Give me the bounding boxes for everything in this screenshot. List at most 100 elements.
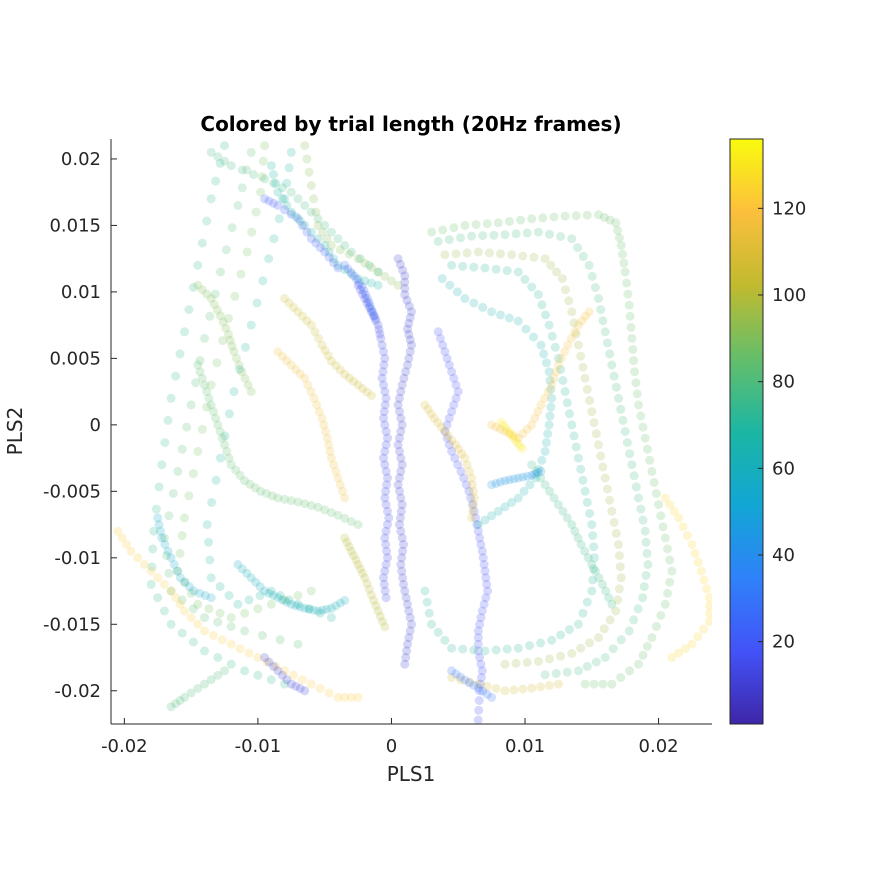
scatter-point [587,271,597,281]
scatter-point [237,165,247,175]
scatter-point [225,335,235,345]
scatter-point [471,513,481,523]
scatter-point [633,604,643,614]
scatter-point [360,258,370,268]
scatter-point [180,577,189,587]
scatter-point [634,659,643,669]
scatter-point [353,560,363,569]
y-tick-label: 0.02 [61,149,101,170]
scatter-point [240,626,250,636]
scatter-point [264,196,274,206]
scatter-point [543,387,553,397]
scatter-point [396,387,406,397]
scatter-point [383,520,392,530]
scatter-point [469,645,479,655]
scatter-point [208,407,218,417]
scatter-point [546,384,556,394]
scatter-point [282,675,292,685]
scatter-point [193,619,203,629]
scatter-point [531,473,541,483]
scatter-point [314,407,324,417]
scatter-points [113,141,712,724]
scatter-point [547,380,557,390]
scatter-point [460,453,470,463]
scatter-point [210,289,220,299]
scatter-point [159,579,169,589]
scatter-point [313,234,323,244]
scatter-point [584,260,594,270]
scatter-point [557,274,567,284]
scatter-point [184,582,194,592]
scatter-point [577,316,587,326]
scatter-point [151,504,161,514]
scatter-point [504,216,514,226]
scatter-point [398,265,408,275]
scatter-point [480,515,490,525]
scatter-point [571,442,581,452]
scatter-point [631,378,641,388]
scatter-point [221,323,231,333]
scatter-point [383,553,392,563]
scatter-point [587,560,597,569]
scatter-point [451,393,461,403]
scatter-point [582,210,592,220]
scatter-point [480,263,490,273]
scatter-point [556,232,566,241]
scatter-point [576,643,586,653]
scatter-point [435,333,445,343]
scatter-point [380,566,390,576]
scatter-point [531,466,541,476]
scatter-point [382,546,392,556]
scatter-point [520,275,530,284]
scatter-point [475,653,485,662]
scatter-point [473,639,483,649]
scatter-point [163,415,173,425]
scatter-point [667,566,677,576]
scatter-point [549,373,559,383]
scatter-point [295,216,305,226]
scatter-point [200,646,209,656]
scatter-point [487,307,497,317]
scatter-point [205,311,215,321]
scatter-point [400,277,410,287]
scatter-point [626,322,636,332]
scatter-point [456,466,466,476]
scatter-point [157,533,167,543]
scatter-point [359,286,369,296]
scatter-point [544,320,554,330]
scatter-point [260,653,270,662]
scatter-point [541,438,551,448]
scatter-point [450,453,460,463]
scatter-point [663,544,672,554]
scatter-point [240,666,250,676]
scatter-point [253,653,263,662]
scatter-point [224,314,233,323]
scatter-point [188,637,198,647]
scatter-point [624,300,634,310]
scatter-point [211,475,221,485]
scatter-point [235,644,245,654]
scatter-point [126,546,136,556]
scatter-point [380,400,390,410]
scatter-point [533,407,543,417]
scatter-point [632,389,642,399]
scatter-point [405,335,415,345]
scatter-point [240,373,250,383]
scatter-point [240,608,250,618]
y-tick-label: -0.02 [54,681,101,702]
scatter-point [615,562,625,572]
scatter-point [420,400,430,410]
scatter-point [656,511,666,521]
scatter-point [256,486,266,496]
scatter-point [171,699,181,709]
scatter-point [576,540,586,549]
scatter-point [573,666,583,676]
scatter-point [475,619,485,629]
scatter-point [186,400,196,410]
scatter-point [473,679,483,689]
scatter-point [522,228,532,238]
scatter-point [404,633,414,643]
colorbar-tick-label: 40 [772,545,795,566]
scatter-point [351,555,361,565]
scatter-point [306,181,316,190]
